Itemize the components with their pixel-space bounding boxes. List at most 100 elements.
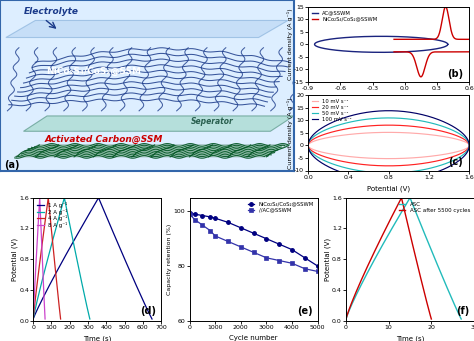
Line: 1 A g⁻¹: 1 A g⁻¹	[33, 198, 152, 319]
10 mV s⁻¹	[396, 157, 402, 161]
8 A g⁻¹	[42, 308, 47, 312]
ASC after 5500 cycles	[343, 317, 349, 321]
//AC@SSWM	[264, 256, 269, 260]
Text: Activated Carbon@SSM: Activated Carbon@SSM	[44, 134, 163, 144]
Line: 100 mV s⁻¹: 100 mV s⁻¹	[308, 111, 469, 180]
100 mV s⁻¹	[396, 178, 402, 182]
//AC@SSWM	[225, 239, 231, 243]
ASC	[407, 196, 413, 200]
ASC	[377, 247, 383, 251]
ASC after 5500 cycles	[399, 196, 404, 200]
NiCo₂S₄/CoS₂@SSWM	[207, 215, 213, 219]
X-axis label: Potential (V): Potential (V)	[367, 97, 410, 103]
10 mV s⁻¹	[386, 130, 392, 134]
Legend: ASC, ASC after 5500 cycles: ASC, ASC after 5500 cycles	[398, 201, 471, 214]
Polygon shape	[6, 20, 288, 38]
10 mV s⁻¹	[305, 144, 311, 148]
20 mV s⁻¹	[396, 164, 402, 168]
50 mV s⁻¹	[399, 170, 404, 175]
20 mV s⁻¹	[424, 126, 429, 130]
//AC@SSWM	[289, 261, 295, 265]
Legend: AC@SSWM, NiCo₂S₄/CoS₂@SSWM: AC@SSWM, NiCo₂S₄/CoS₂@SSWM	[311, 10, 379, 23]
8 A g⁻¹	[33, 264, 39, 268]
100 mV s⁻¹	[327, 121, 333, 125]
X-axis label: Cycle number: Cycle number	[229, 335, 278, 341]
20 mV s⁻¹	[386, 123, 392, 127]
X-axis label: Time (s): Time (s)	[396, 335, 424, 341]
Line: 8 A g⁻¹: 8 A g⁻¹	[33, 198, 45, 319]
ASC	[450, 299, 456, 303]
NiCo₂S₄/CoS₂@SSWM	[276, 242, 282, 246]
4 A g⁻¹	[30, 317, 36, 321]
Polygon shape	[15, 145, 288, 157]
ASC after 5500 cycles	[364, 266, 370, 270]
4 A g⁻¹	[47, 210, 53, 214]
20 mV s⁻¹	[305, 144, 311, 148]
4 A g⁻¹	[49, 234, 55, 238]
10 mV s⁻¹	[386, 157, 392, 161]
4 A g⁻¹	[57, 308, 63, 312]
2 A g⁻¹	[30, 317, 36, 321]
Line: ASC after 5500 cycles: ASC after 5500 cycles	[346, 198, 431, 319]
Legend: 1 A g⁻¹, 2 A g⁻¹, 4 A g⁻¹, 8 A g⁻¹: 1 A g⁻¹, 2 A g⁻¹, 4 A g⁻¹, 8 A g⁻¹	[36, 201, 69, 229]
Line: 50 mV s⁻¹: 50 mV s⁻¹	[308, 118, 469, 173]
4 A g⁻¹	[54, 276, 59, 280]
20 mV s⁻¹	[386, 164, 392, 168]
Text: (f): (f)	[456, 306, 469, 316]
2 A g⁻¹	[78, 276, 84, 280]
8 A g⁻¹	[37, 210, 43, 214]
50 mV s⁻¹	[386, 171, 392, 175]
10 mV s⁻¹	[399, 157, 404, 161]
1 A g⁻¹	[112, 234, 118, 238]
//AC@SSWM	[212, 234, 218, 238]
NiCo₂S₄/CoS₂@SSWM	[225, 220, 231, 224]
10 mV s⁻¹	[424, 132, 429, 136]
100 mV s⁻¹	[451, 125, 456, 129]
Line: ASC: ASC	[346, 198, 461, 319]
100 mV s⁻¹	[424, 114, 429, 118]
Polygon shape	[24, 116, 294, 131]
Y-axis label: Potential (V): Potential (V)	[324, 238, 330, 281]
Text: (d): (d)	[140, 306, 156, 316]
NiCo₂S₄/CoS₂@SSWM	[315, 264, 320, 268]
ASC after 5500 cycles	[350, 298, 356, 302]
Line: 20 mV s⁻¹: 20 mV s⁻¹	[308, 125, 469, 166]
ASC	[343, 317, 349, 321]
NiCo₂S₄/CoS₂@SSWM	[251, 231, 256, 235]
8 A g⁻¹	[30, 317, 36, 321]
NiCo₂S₄/CoS₂@SSWM	[200, 213, 205, 218]
Line: 10 mV s⁻¹: 10 mV s⁻¹	[308, 132, 469, 159]
20 mV s⁻¹	[399, 163, 404, 167]
NiCo₂S₄/CoS₂@SSWM	[192, 212, 198, 216]
20 mV s⁻¹	[305, 144, 311, 148]
1 A g⁻¹	[57, 264, 63, 268]
2 A g⁻¹	[62, 196, 67, 200]
50 mV s⁻¹	[305, 144, 311, 148]
100 mV s⁻¹	[305, 144, 311, 148]
100 mV s⁻¹	[440, 167, 446, 172]
10 mV s⁻¹	[305, 144, 311, 148]
50 mV s⁻¹	[440, 162, 446, 166]
100 mV s⁻¹	[386, 178, 392, 182]
Line: NiCo₂S₄/CoS₂@SSWM: NiCo₂S₄/CoS₂@SSWM	[188, 211, 319, 268]
1 A g⁻¹	[145, 308, 150, 312]
Legend: 10 mV s⁻¹, 20 mV s⁻¹, 50 mV s⁻¹, 100 mV s⁻¹: 10 mV s⁻¹, 20 mV s⁻¹, 50 mV s⁻¹, 100 mV …	[311, 98, 353, 123]
1 A g⁻¹	[102, 210, 108, 214]
20 mV s⁻¹	[327, 131, 333, 135]
50 mV s⁻¹	[305, 144, 311, 148]
Y-axis label: Potential (V): Potential (V)	[11, 238, 18, 281]
NiCo₂S₄/CoS₂@SSWM	[302, 256, 308, 260]
50 mV s⁻¹	[396, 171, 402, 175]
10 mV s⁻¹	[327, 135, 333, 139]
1 A g⁻¹	[30, 317, 36, 321]
NiCo₂S₄/CoS₂@SSWM	[187, 211, 192, 215]
Legend: NiCo₂S₄/CoS₂@SSWM, //AC@SSWM: NiCo₂S₄/CoS₂@SSWM, //AC@SSWM	[247, 201, 315, 213]
Text: Electrolyte: Electrolyte	[24, 6, 79, 16]
50 mV s⁻¹	[451, 129, 456, 133]
Y-axis label: Capacity retention (%): Capacity retention (%)	[167, 224, 173, 295]
NiCo₂S₄/CoS₂@SSWM	[238, 226, 244, 230]
ASC after 5500 cycles	[347, 304, 353, 308]
2 A g⁻¹	[87, 317, 93, 321]
//AC@SSWM	[251, 250, 256, 254]
100 mV s⁻¹	[399, 178, 404, 182]
